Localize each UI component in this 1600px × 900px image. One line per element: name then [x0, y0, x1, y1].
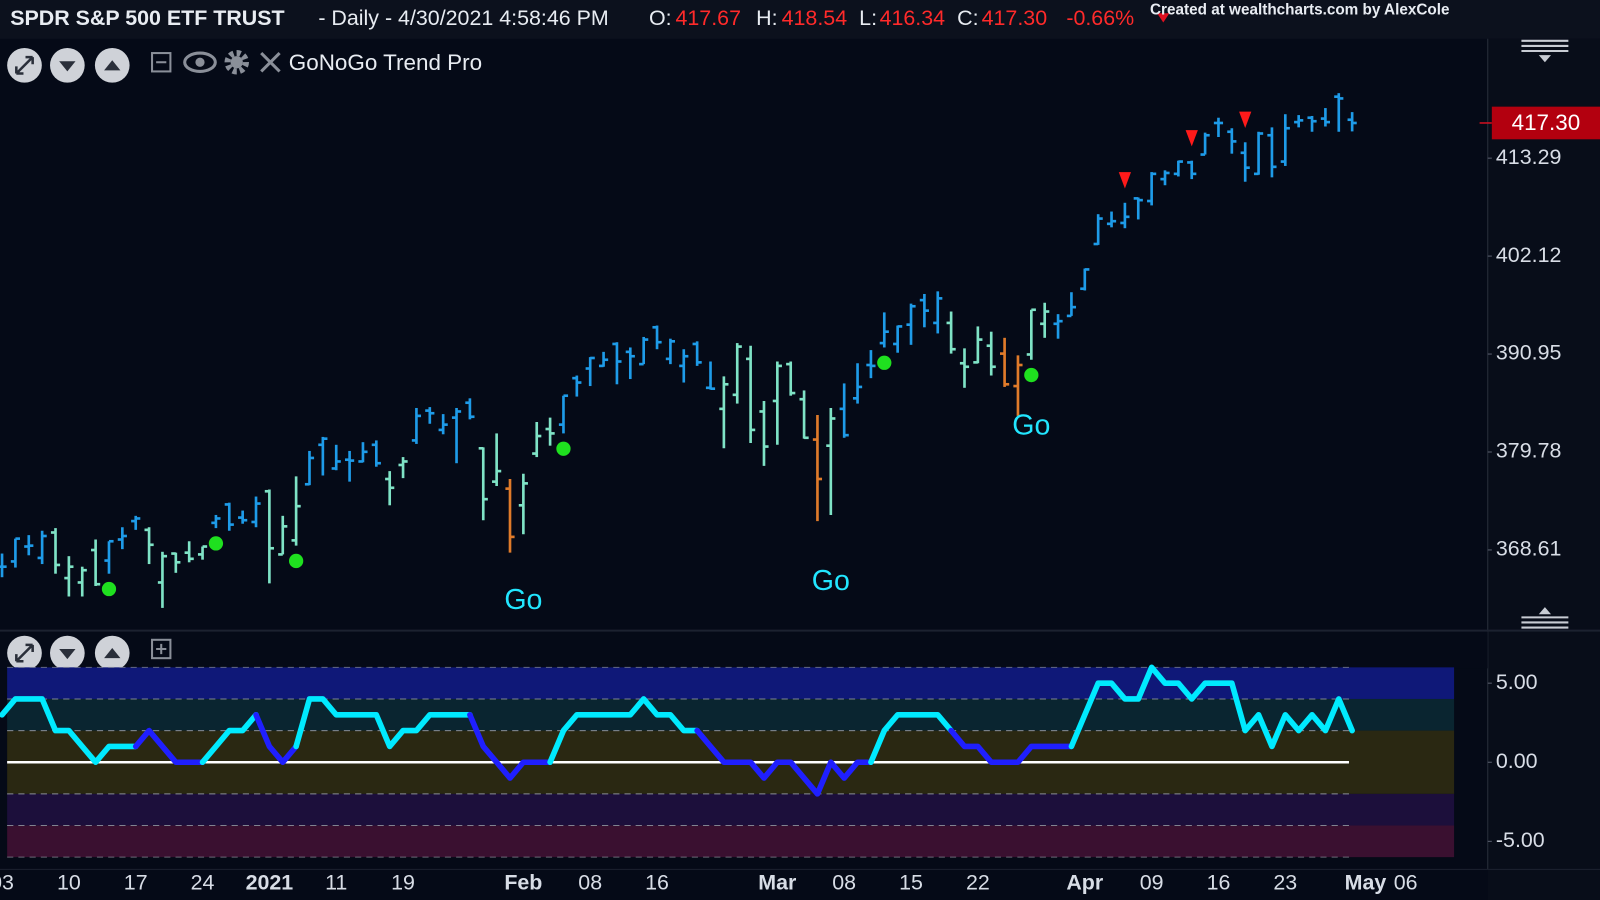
x-tick-label: 15: [899, 870, 923, 894]
field-label: H:: [756, 6, 777, 30]
go-dot: [208, 536, 224, 551]
oscillator-line: [694, 727, 874, 797]
toolbar[interactable]: [7, 47, 281, 83]
y-tick-label: 379.78: [1496, 439, 1561, 463]
oscillator-line: [0, 696, 139, 766]
oscillator-line: [293, 696, 473, 750]
icon: [156, 643, 167, 655]
icon: [104, 647, 121, 659]
oscillator-line: [948, 727, 1075, 766]
price-bars: Go Go Go: [0, 93, 1357, 616]
x-tick-label: 16: [645, 870, 669, 894]
x-tick-label: Mar: [758, 870, 796, 894]
field-value: 417.30: [982, 6, 1048, 30]
oscillator-line: [467, 711, 553, 781]
oscillator-line: [868, 711, 954, 766]
field-label: O:: [649, 6, 672, 30]
x-tick-label: 16: [1207, 870, 1231, 894]
button-settings[interactable]: [224, 50, 249, 75]
zone-band: [7, 825, 1455, 858]
toolbar-lower[interactable]: [7, 635, 172, 671]
oscillator-line: [132, 727, 206, 766]
icon: [15, 55, 34, 75]
x-tick-label: May: [1345, 870, 1387, 894]
icon: [104, 60, 121, 71]
go-dot: [556, 441, 571, 456]
x-tick-label: 17: [124, 870, 148, 894]
go-annotation: Go: [812, 565, 850, 597]
x-tick-label: 11: [325, 870, 347, 894]
y-tick-label: 368.61: [1496, 537, 1561, 561]
go-annotation: Go: [504, 584, 542, 616]
x-tick-label: 22: [966, 870, 990, 894]
change: -0.66%: [1066, 6, 1134, 30]
y-tick-label: 413.29: [1496, 145, 1561, 169]
icon: [1521, 39, 1569, 53]
x-tick-label: 23: [1273, 870, 1297, 894]
x-tick-label: 24: [191, 870, 215, 894]
countertrend-triangle: [1118, 172, 1132, 189]
field-value: 418.54: [782, 6, 848, 30]
zone-band: [7, 793, 1455, 826]
icon: [1538, 55, 1552, 63]
field-value: 416.34: [880, 6, 946, 30]
oscillator-line: [253, 711, 299, 766]
icon: [230, 56, 243, 69]
menu-bottom[interactable]: [1521, 607, 1569, 629]
button-collapse[interactable]: [151, 52, 172, 73]
x-tick-label: 2021: [246, 870, 294, 894]
go-annotation: Go: [1012, 410, 1050, 442]
icon: [15, 643, 34, 663]
interval: - Daily - 4/30/2021 4:58:46 PM: [318, 6, 608, 30]
indicator-name: GoNoGo Trend Pro: [289, 50, 482, 75]
header-bar: [0, 0, 1600, 39]
go-dot: [877, 355, 892, 370]
y-tick-label: 0.00: [1496, 749, 1538, 773]
countertrend-triangle: [1239, 111, 1252, 128]
icon: [1521, 616, 1569, 629]
x-tick-label: 08: [578, 870, 602, 894]
x-tick-label: 08: [832, 870, 856, 894]
x-tick-label: 06: [1394, 870, 1418, 894]
button-visibility[interactable]: [183, 51, 217, 73]
credit: Created at wealthcharts.com by AlexCole: [1150, 1, 1450, 18]
x-tick-label: Feb: [504, 870, 542, 894]
last-price-box: [1491, 106, 1600, 140]
x-tick-label: 19: [391, 870, 415, 894]
price-axis-bg: [1487, 38, 1600, 900]
y-tick-label: 390.95: [1496, 341, 1561, 365]
icon: [59, 648, 76, 660]
y-tick-label: 5.00: [1496, 670, 1538, 694]
oscillator-line: [547, 696, 700, 766]
y-tick-label: 402.12: [1496, 243, 1561, 267]
x-tick-label: 10: [57, 870, 81, 894]
oscillator-line: [199, 711, 259, 766]
button-close[interactable]: [260, 51, 281, 73]
change-arrow: [1157, 13, 1170, 23]
icon: [1538, 607, 1552, 615]
icon: [195, 57, 205, 67]
menu-top[interactable]: [1521, 39, 1569, 63]
icon: [59, 61, 76, 72]
oscillator-line: [1068, 664, 1355, 750]
x-tick-label: Apr: [1066, 870, 1103, 894]
button-add[interactable]: [151, 638, 172, 660]
symbol: SPDR S&P 500 ETF TRUST: [10, 6, 284, 30]
countertrend-triangle: [1185, 130, 1198, 147]
go-dot: [1024, 367, 1039, 383]
y-tick-label: -5.00: [1496, 828, 1545, 852]
panel-toolbar: [0, 631, 1488, 669]
go-dot: [288, 553, 304, 569]
field-value: 417.67: [676, 6, 741, 30]
x-tick-label: 09: [1140, 870, 1164, 894]
x-tick-label: 03: [0, 870, 14, 894]
field-label: L:: [859, 6, 877, 30]
last-price-label: 417.30: [1512, 110, 1581, 135]
go-dot: [101, 581, 117, 597]
field-label: C:: [957, 6, 978, 30]
